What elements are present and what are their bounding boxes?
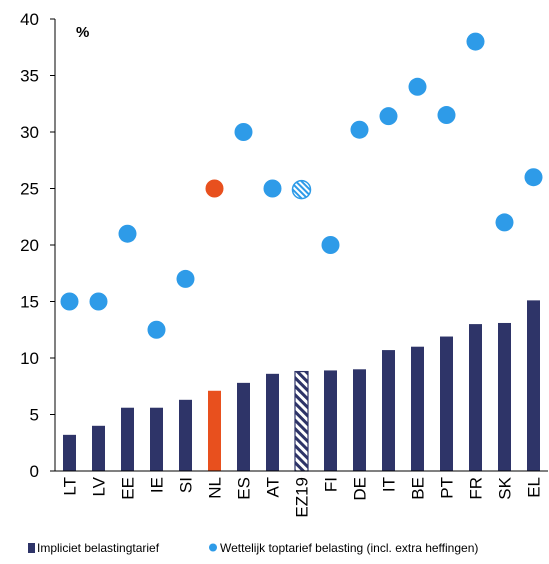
legend: Impliciet belastingtarief Wettelijk topta… (28, 541, 478, 555)
y-tick-label: 40 (20, 10, 39, 29)
dot-es (234, 123, 253, 141)
bar-lv (92, 425, 105, 471)
bar-nl (208, 390, 221, 471)
dot-pt (437, 106, 456, 125)
dot-lv (89, 292, 108, 311)
bar-fi (324, 370, 337, 471)
dot-series (60, 32, 543, 339)
dot-si (176, 269, 195, 288)
y-axis: 0 5 10 15 20 25 30 35 40 (20, 10, 56, 481)
dot-ee (118, 224, 137, 243)
dot-nl (205, 179, 224, 198)
x-tick-label: FR (467, 477, 486, 500)
bar-ie (150, 407, 163, 471)
bar-at (266, 373, 279, 471)
x-tick-label: SK (496, 476, 515, 499)
dot-at (263, 179, 282, 198)
x-tick-label: IE (148, 477, 167, 493)
legend-dot-swatch (209, 543, 217, 552)
x-tick-label: AT (264, 477, 283, 497)
bar-ez19 (294, 370, 309, 472)
x-axis: LT LV EE IE SI NL ES AT EZ19 FI DE IT BE PT FR SK EL (55, 470, 548, 518)
bar-it (382, 350, 395, 471)
bar-de (353, 369, 366, 471)
bar-si (179, 399, 192, 471)
x-tick-label: NL (206, 477, 225, 499)
y-tick-label: 20 (20, 236, 39, 255)
y-tick-label: 15 (20, 293, 39, 312)
dot-be (408, 77, 427, 96)
dot-ie (147, 320, 166, 339)
legend-bar-label: Impliciet belastingtarief (37, 541, 160, 555)
x-tick-label: EZ19 (293, 477, 312, 518)
y-tick-label: 10 (20, 349, 39, 368)
x-tick-label: BE (409, 477, 428, 500)
bar-fr (469, 324, 482, 471)
y-tick-label: 5 (30, 406, 39, 425)
x-tick-label: ES (235, 477, 254, 500)
dot-lt (60, 292, 79, 311)
bar-sk (498, 322, 511, 471)
bar-el (527, 300, 540, 471)
legend-bar-swatch (28, 543, 35, 553)
x-tick-label: LV (90, 476, 109, 496)
x-tick-label: EL (525, 477, 544, 498)
dot-sk (495, 213, 514, 232)
bar-es (237, 382, 250, 471)
bar-lt (63, 434, 76, 471)
dot-it (379, 107, 398, 126)
dot-fi (321, 236, 340, 254)
dot-de (350, 120, 369, 139)
dot-ez19 (291, 179, 312, 200)
bar-be (411, 346, 424, 471)
y-tick-label: 25 (20, 180, 39, 199)
x-tick-label: DE (351, 477, 370, 501)
unit-label: % (76, 24, 89, 41)
y-tick-label: 30 (20, 123, 39, 142)
dot-el (524, 168, 543, 187)
x-tick-label: EE (119, 477, 138, 500)
bar-series (63, 300, 540, 472)
x-tick-label: PT (438, 477, 457, 499)
x-tick-label: FI (322, 477, 341, 492)
x-tick-label: SI (177, 477, 196, 493)
y-tick-label: 0 (30, 462, 39, 481)
bar-ee (121, 407, 134, 471)
x-tick-label: LT (61, 477, 80, 496)
legend-dot-label: Wettelijk toptarief belasting (incl. ext… (220, 541, 478, 555)
bar-pt (440, 336, 453, 471)
dot-fr (466, 32, 485, 51)
x-tick-label: IT (380, 477, 399, 492)
y-tick-label: 35 (20, 67, 39, 86)
